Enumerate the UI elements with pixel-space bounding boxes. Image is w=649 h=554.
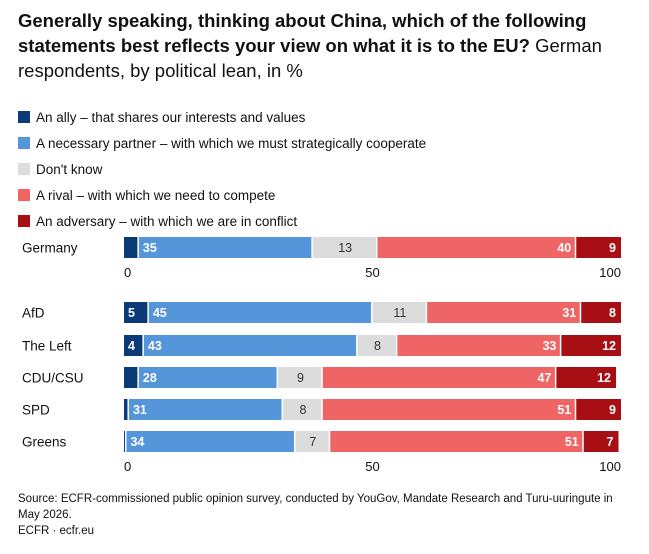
legend-label-dontknow: Don't know [36, 161, 103, 177]
legend-label-partner: A necessary partner – with which we must… [36, 135, 427, 151]
data-label-cdu-csu-dontknow: 9 [297, 371, 304, 385]
legend-swatch-rival [18, 189, 30, 201]
category-label-greens: Greens [22, 435, 67, 450]
bar-segment-afd-ally [124, 302, 148, 323]
credit-line: ECFR · ecfr.eu [18, 525, 95, 537]
title-question: Generally speaking, thinking about China… [18, 10, 587, 56]
bar-segment-germany-rival [377, 237, 575, 258]
category-label-germany: Germany [22, 241, 78, 256]
data-label-spd-dontknow: 8 [299, 403, 306, 417]
bar-segment-germany-partner [138, 237, 312, 258]
bar-segment-greens-adversary [583, 431, 619, 452]
footer: Source: ECFR-commissioned public opinion… [18, 491, 618, 539]
bar-segment-the-left-adversary [561, 335, 621, 356]
bar-segment-germany-adversary [576, 237, 621, 258]
bar-segment-cdu-csu-dontknow [278, 367, 322, 388]
legend-item-rival: A rival – with which we need to compete [18, 182, 426, 208]
data-label-germany-partner: 35 [143, 241, 157, 255]
legend-swatch-dontknow [18, 163, 30, 175]
data-label-afd-adversary: 8 [609, 306, 616, 320]
bar-segment-cdu-csu-rival [322, 367, 555, 388]
bar-segment-greens-partner [126, 431, 294, 452]
data-label-greens-partner: 34 [130, 435, 144, 449]
bar-segment-the-left-rival [397, 335, 560, 356]
data-label-the-left-adversary: 12 [602, 339, 616, 353]
data-label-afd-partner: 45 [153, 306, 167, 320]
bar-segment-afd-partner [148, 302, 371, 323]
category-label-spd: SPD [22, 403, 50, 418]
data-label-the-left-ally: 4 [128, 339, 135, 353]
data-label-the-left-partner: 43 [148, 339, 162, 353]
bar-segment-the-left-ally [124, 335, 143, 356]
data-label-spd-adversary: 9 [609, 403, 616, 417]
legend-swatch-ally [18, 111, 30, 123]
x-tick-label-100: 100 [599, 265, 621, 280]
data-label-the-left-dontknow: 8 [374, 339, 381, 353]
legend-label-rival: A rival – with which we need to compete [36, 187, 276, 203]
bar-segment-afd-dontknow [372, 302, 426, 323]
data-label-cdu-csu-rival: 47 [537, 371, 551, 385]
bar-segment-cdu-csu-partner [138, 367, 277, 388]
legend-item-dontknow: Don't know [18, 156, 426, 182]
x-tick-label-50: 50 [365, 265, 379, 280]
bar-segment-germany-ally [124, 237, 138, 258]
bar-segment-spd-ally [124, 399, 128, 420]
x-tick-label-50: 50 [365, 459, 379, 474]
data-label-the-left-rival: 33 [542, 339, 556, 353]
bar-segment-the-left-partner [143, 335, 357, 356]
legend-swatch-partner [18, 137, 30, 149]
data-label-afd-ally: 5 [128, 306, 135, 320]
legend-label-adversary: An adversary – with which we are in conf… [36, 213, 298, 229]
bar-segment-afd-adversary [581, 302, 621, 323]
bar-segment-afd-rival [427, 302, 580, 323]
category-label-the-left: The Left [22, 339, 72, 354]
x-tick-label-100: 100 [599, 459, 621, 474]
data-label-greens-rival: 51 [565, 435, 579, 449]
bar-segment-spd-partner [128, 399, 282, 420]
bar-segment-the-left-dontknow [357, 335, 396, 356]
legend-item-adversary: An adversary – with which we are in conf… [18, 208, 426, 234]
legend-label-ally: An ally – that shares our interests and … [36, 109, 306, 125]
bar-segment-spd-dontknow [283, 399, 322, 420]
chart-title: Generally speaking, thinking about China… [18, 8, 638, 83]
data-label-greens-adversary: 7 [607, 435, 614, 449]
title-subtitle: German respondents, by political lean, i… [18, 35, 602, 81]
data-label-spd-rival: 51 [557, 403, 571, 417]
legend-item-ally: An ally – that shares our interests and … [18, 104, 426, 130]
bar-segment-greens-rival [330, 431, 583, 452]
data-label-germany-dontknow: 13 [338, 241, 352, 255]
data-label-cdu-csu-partner: 28 [143, 371, 157, 385]
x-tick-label-0: 0 [124, 459, 131, 474]
x-tick-label-0: 0 [124, 265, 131, 280]
legend-swatch-adversary [18, 215, 30, 227]
bar-segment-cdu-csu-ally [124, 367, 138, 388]
bar-segment-spd-adversary [576, 399, 621, 420]
data-label-germany-adversary: 9 [609, 241, 616, 255]
bar-segment-spd-rival [322, 399, 575, 420]
bar-segment-cdu-csu-adversary [556, 367, 617, 388]
data-label-cdu-csu-adversary: 12 [597, 371, 611, 385]
bar-segment-greens-dontknow [295, 431, 329, 452]
data-label-greens-dontknow: 7 [309, 435, 316, 449]
category-label-afd: AfD [22, 306, 45, 321]
bar-segment-greens-ally [124, 431, 125, 452]
data-label-germany-rival: 40 [557, 241, 571, 255]
bar-segment-germany-dontknow [312, 237, 376, 258]
category-label-cdu-csu: CDU/CSU [22, 371, 84, 386]
data-label-afd-dontknow: 11 [393, 306, 406, 320]
data-label-afd-rival: 31 [562, 306, 576, 320]
data-label-spd-partner: 31 [133, 403, 147, 417]
legend-item-partner: A necessary partner – with which we must… [18, 130, 426, 156]
legend: An ally – that shares our interests and … [18, 104, 426, 234]
source-note: Source: ECFR-commissioned public opinion… [18, 493, 613, 521]
